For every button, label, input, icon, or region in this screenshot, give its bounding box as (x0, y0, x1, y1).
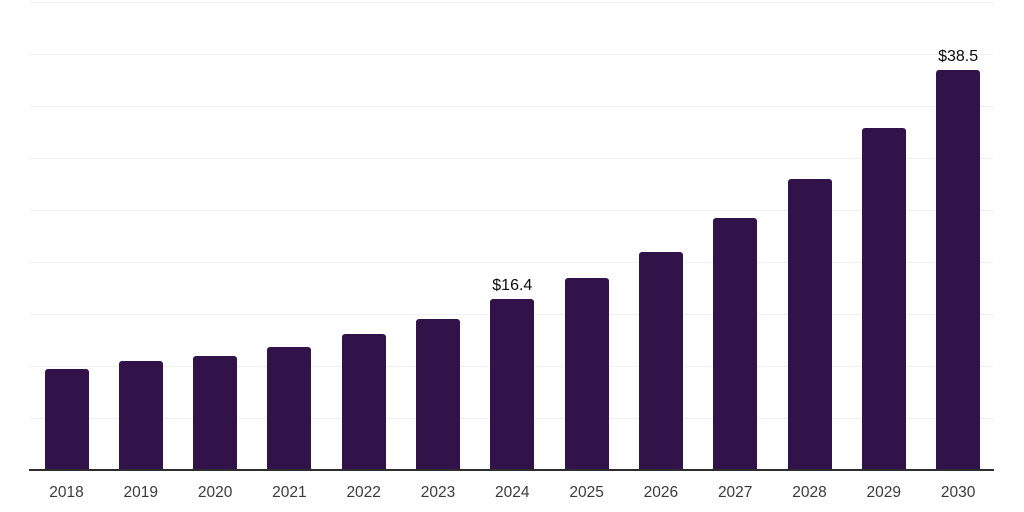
bar-2029 (861, 127, 906, 470)
x-tick-label-2020: 2020 (197, 484, 233, 501)
gridline (29, 106, 994, 107)
bar-2026 (638, 251, 683, 470)
bar-2027 (713, 218, 758, 470)
x-tick-label-2028: 2028 (792, 484, 827, 501)
x-tick-label-2029: 2029 (866, 484, 902, 501)
gridline (29, 2, 994, 3)
bar-2022 (341, 333, 386, 470)
x-tick-label-2027: 2027 (717, 484, 753, 501)
bar-2030 (936, 69, 981, 470)
bar-2025 (564, 277, 609, 470)
bar-2018 (44, 369, 89, 470)
gridline (29, 262, 994, 263)
bar-value-label-2024: $16.4 (492, 277, 533, 295)
x-tick-label-2021: 2021 (272, 484, 307, 501)
bar-2028 (787, 178, 832, 470)
x-tick-label-2022: 2022 (346, 484, 381, 501)
x-tick-label-2024: 2024 (495, 484, 530, 501)
gridline (29, 210, 994, 211)
bar-2021 (267, 347, 312, 470)
x-tick-label-2018: 2018 (49, 484, 84, 501)
x-tick-label-2026: 2026 (643, 484, 679, 501)
bar-value-label-2030: $38.5 (938, 47, 979, 65)
plot-area: $16.4 $38.5 (29, 2, 994, 471)
bar-2023 (416, 319, 460, 470)
x-tick-label-2025: 2025 (569, 484, 604, 501)
bar-2019 (118, 360, 163, 470)
x-tick-label-2030: 2030 (940, 484, 976, 501)
x-tick-label-2023: 2023 (420, 484, 456, 501)
x-axis-line (29, 469, 994, 471)
gridline (29, 158, 994, 159)
gridline (29, 54, 994, 55)
bar-2020 (193, 355, 238, 470)
x-tick-label-2019: 2019 (123, 484, 159, 501)
bar-2024 (490, 299, 535, 470)
